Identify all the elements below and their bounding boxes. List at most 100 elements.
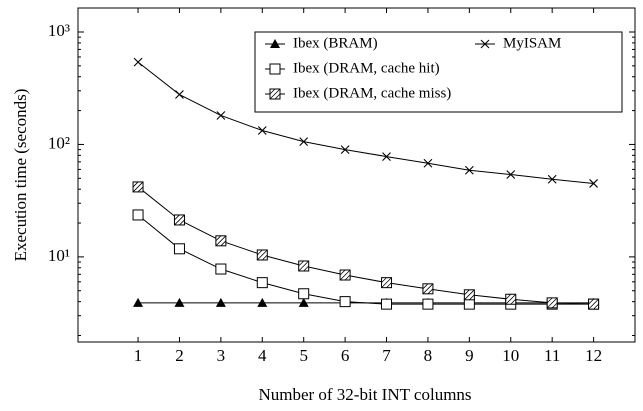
marker-shape <box>216 111 226 120</box>
marker <box>215 297 226 307</box>
marker <box>339 296 351 308</box>
marker-shape <box>339 269 346 276</box>
marker <box>256 249 268 261</box>
line <box>137 214 594 305</box>
marker-shape <box>298 260 309 272</box>
marker-shape <box>215 235 222 242</box>
marker-shape <box>381 277 387 283</box>
marker-shape <box>298 288 310 300</box>
marker <box>269 63 281 75</box>
marker <box>546 297 558 309</box>
marker <box>132 209 144 221</box>
marker-shape <box>510 298 517 305</box>
marker <box>216 111 226 120</box>
marker <box>298 297 309 307</box>
marker <box>381 298 393 310</box>
marker <box>175 90 184 99</box>
marker <box>588 298 600 310</box>
marker-shape <box>464 165 474 175</box>
marker-shape <box>505 293 517 305</box>
marker-shape <box>340 145 350 154</box>
marker-shape <box>220 240 227 247</box>
marker <box>215 235 227 247</box>
marker-shape <box>173 243 185 255</box>
y-axis-label: Execution time (seconds) <box>11 89 30 262</box>
marker-shape <box>299 137 309 146</box>
marker-shape <box>179 219 185 226</box>
marker-shape <box>423 158 433 168</box>
marker-shape <box>174 214 180 221</box>
x-tick-label: 8 <box>424 346 433 365</box>
marker <box>480 39 490 49</box>
x-tick-label: 12 <box>585 346 602 365</box>
marker-shape <box>132 181 139 188</box>
marker <box>173 214 185 226</box>
x-tick-label: 10 <box>502 346 519 365</box>
x-tick-label: 5 <box>299 346 308 365</box>
x-axis-label: Number of 32-bit INT columns <box>258 385 471 404</box>
marker <box>382 152 391 161</box>
marker <box>132 181 144 193</box>
marker-shape <box>344 274 351 281</box>
marker <box>589 179 598 188</box>
marker-shape <box>256 277 268 289</box>
marker-shape <box>588 298 594 305</box>
marker-shape <box>133 297 144 307</box>
x-tick-label: 9 <box>465 346 474 365</box>
marker <box>422 283 434 295</box>
marker-shape <box>469 294 475 301</box>
marker-shape <box>298 297 309 307</box>
marker <box>464 165 474 175</box>
marker-shape <box>257 126 267 135</box>
marker-shape <box>547 174 557 184</box>
marker-shape <box>133 57 143 67</box>
marker <box>256 277 268 289</box>
y-tick-label: 10³ <box>48 21 70 40</box>
marker-shape <box>505 293 512 300</box>
marker-shape <box>381 298 393 310</box>
plot-frame <box>77 7 636 343</box>
plot-area <box>132 57 600 310</box>
marker <box>174 297 185 307</box>
x-tick-label: 7 <box>382 346 391 365</box>
legend-label: Ibex (BRAM) <box>293 35 378 51</box>
marker <box>173 243 185 255</box>
marker-shape <box>422 283 429 290</box>
x-tick-label: 4 <box>258 346 267 365</box>
marker <box>547 174 557 184</box>
legend-label: MyISAM <box>503 35 561 51</box>
marker-shape <box>257 297 268 307</box>
x-tick-label: 1 <box>134 346 143 365</box>
marker <box>215 263 227 275</box>
marker <box>340 145 350 154</box>
marker-shape <box>269 88 276 95</box>
marker-shape <box>589 179 598 188</box>
marker <box>133 297 144 307</box>
marker-shape <box>257 249 268 261</box>
marker-shape <box>303 265 309 272</box>
legend-label: Ibex (DRAM, cache hit) <box>293 60 440 76</box>
marker-shape <box>464 289 475 301</box>
x-tick-label: 6 <box>341 346 350 365</box>
marker <box>257 126 267 135</box>
marker-shape <box>174 214 185 226</box>
marker <box>463 289 475 301</box>
marker-shape <box>215 263 227 275</box>
marker-shape <box>551 302 558 309</box>
x-tick-label: 3 <box>217 346 226 365</box>
marker-shape <box>546 297 558 309</box>
marker-shape <box>339 269 351 281</box>
marker-shape <box>262 254 268 261</box>
marker <box>298 260 310 272</box>
marker-shape <box>593 303 599 310</box>
marker <box>269 88 281 100</box>
marker <box>339 269 351 281</box>
marker-shape <box>269 88 281 100</box>
marker-shape <box>215 297 226 307</box>
marker-shape <box>132 181 144 193</box>
line <box>137 61 594 184</box>
marker <box>299 137 309 146</box>
marker-shape <box>339 296 351 308</box>
legend-label: Ibex (DRAM, cache miss) <box>293 85 451 101</box>
